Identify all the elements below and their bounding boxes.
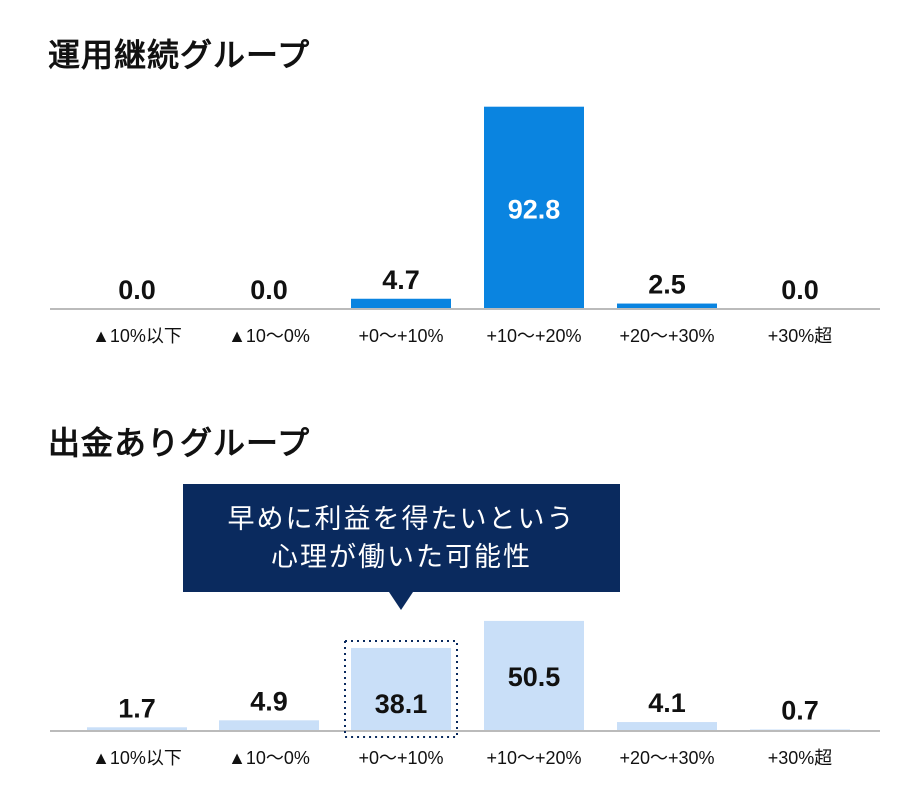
x-tick-label: +20～+30% bbox=[619, 748, 714, 768]
annotation-line-2: 心理が働いた可能性 bbox=[271, 542, 532, 572]
x-tick-label: ▲10～0% bbox=[228, 326, 310, 346]
chart-title-2: 出金ありグループ bbox=[48, 425, 311, 461]
x-tick-label: ▲10%以下 bbox=[92, 748, 182, 768]
bar bbox=[219, 720, 319, 731]
bar bbox=[484, 620, 584, 731]
x-tick-label: +30%超 bbox=[768, 748, 833, 768]
data-label: 0.7 bbox=[781, 695, 819, 725]
x-tick-label: ▲10%以下 bbox=[92, 326, 182, 346]
x-tick-label: +10～+20% bbox=[486, 326, 581, 346]
bar bbox=[617, 722, 717, 731]
annotation-callout: 早めに利益を得たいという 心理が働いた可能性 bbox=[183, 484, 620, 592]
data-label: 0.0 bbox=[781, 275, 819, 305]
x-tick-label: +0～+10% bbox=[358, 748, 443, 768]
data-label: 4.9 bbox=[250, 686, 288, 716]
data-label: 92.8 bbox=[508, 195, 561, 225]
data-label: 0.0 bbox=[250, 275, 288, 305]
x-tick-label: +0～+10% bbox=[358, 326, 443, 346]
x-tick-label: +10～+20% bbox=[486, 748, 581, 768]
bar bbox=[484, 106, 584, 309]
x-tick-label: +30%超 bbox=[768, 326, 833, 346]
bar bbox=[617, 303, 717, 309]
bar bbox=[87, 727, 187, 731]
x-tick-label: ▲10～0% bbox=[228, 748, 310, 768]
bar bbox=[351, 647, 451, 731]
chart-title-1: 運用継続グループ bbox=[48, 37, 311, 73]
data-label: 38.1 bbox=[375, 689, 428, 719]
callout-arrow bbox=[389, 592, 413, 610]
data-label: 2.5 bbox=[648, 270, 686, 300]
data-label: 4.7 bbox=[382, 265, 420, 295]
data-label: 50.5 bbox=[508, 662, 561, 692]
data-label: 4.1 bbox=[648, 688, 686, 718]
data-label: 0.0 bbox=[118, 275, 156, 305]
data-label: 1.7 bbox=[118, 693, 156, 723]
highlight-dotted-box bbox=[344, 639, 458, 739]
annotation-line-1: 早めに利益を得たいという bbox=[227, 504, 576, 534]
x-tick-label: +20～+30% bbox=[619, 326, 714, 346]
bar bbox=[351, 298, 451, 309]
